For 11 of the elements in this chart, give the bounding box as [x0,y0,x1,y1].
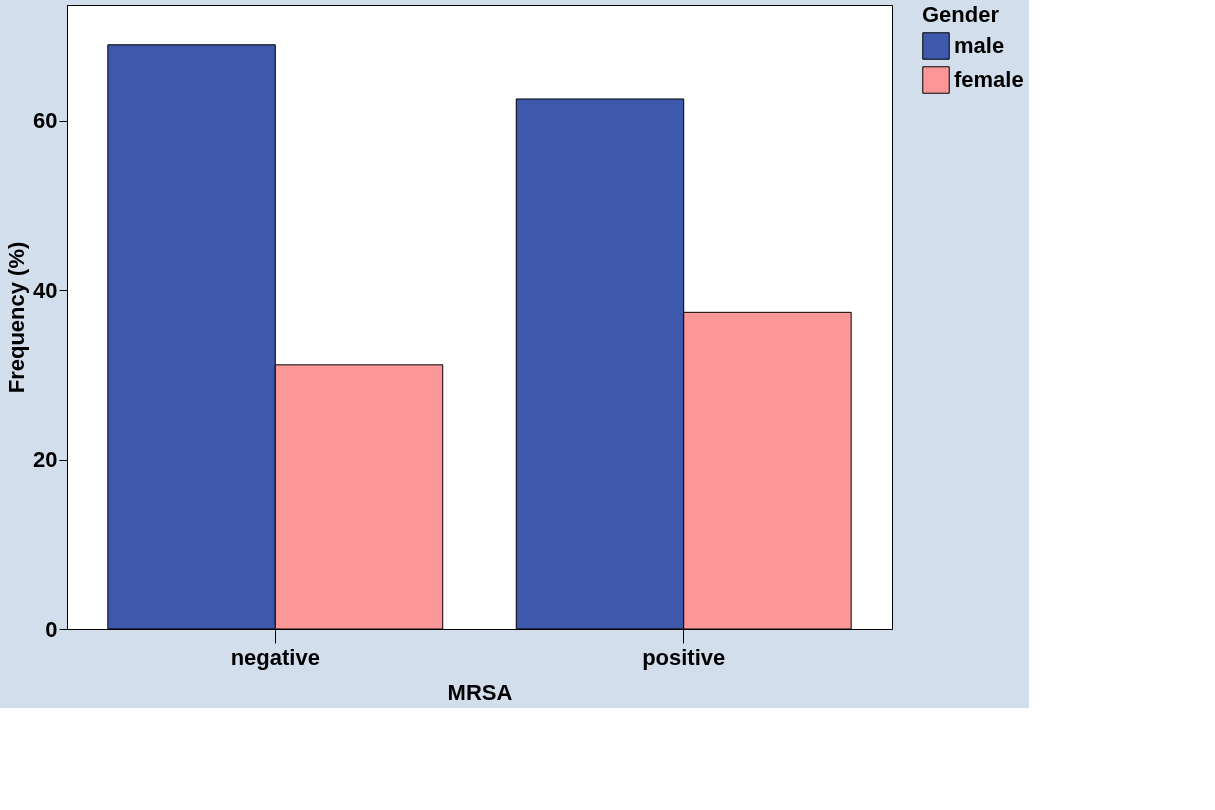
x-tick-label: positive [642,644,726,670]
y-tick-label: 0 [45,616,58,642]
y-tick-label: 20 [33,447,58,473]
legend-label: male [954,33,1005,58]
y-tick-label: 60 [33,108,58,134]
y-tick-label: 40 [33,277,58,303]
x-axis-title: MRSA [447,679,513,705]
x-tick-label: negative [230,644,320,670]
legend-label: female [954,67,1024,92]
legend-title: Gender [922,2,1000,27]
y-axis-title: Frequency (%) [4,241,30,394]
